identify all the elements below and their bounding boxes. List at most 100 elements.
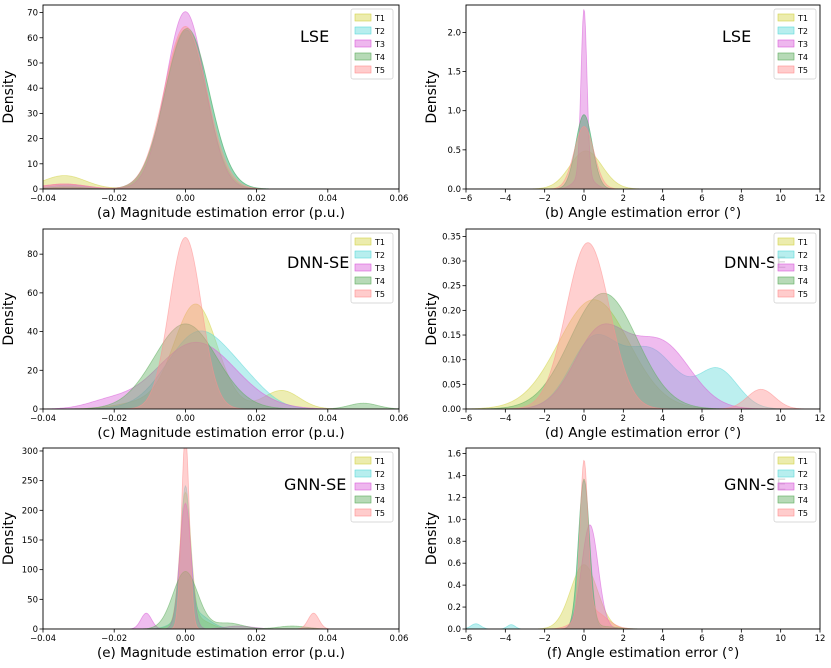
x-tick-label: −0.04 <box>30 414 56 424</box>
legend-swatch-t1 <box>777 237 795 246</box>
subplot-1: −0.04 −0.02 0.00 0.02 0.04 0.06 0 10 20 30 40 50 60 7… <box>1 4 408 221</box>
legend-label: T5 <box>797 509 808 518</box>
x-tick-label: −4 <box>499 634 512 644</box>
y-tick-label: 1.4 <box>447 471 461 481</box>
x-axis-label: (a) Magnitude estimation error (p.u.) <box>97 205 345 221</box>
density-area-t4 <box>466 292 820 409</box>
legend-label: T5 <box>797 66 808 75</box>
density-area-t1 <box>466 564 820 629</box>
legend-label: T4 <box>797 496 808 505</box>
axes-frame <box>42 4 400 190</box>
subplot-2: −6 −4 −2 0 2 4 6 8 10 12 0.0 0.5 1.0 1.5 2.0 (b) Angle … <box>424 4 826 221</box>
legend-swatch-t2 <box>777 469 795 478</box>
legend-swatch-t5 <box>777 65 795 74</box>
legend-swatch-t4 <box>777 495 795 504</box>
y-tick-label: 0.0 <box>447 625 461 635</box>
density-area-t5 <box>466 126 820 189</box>
y-tick-label: 2.0 <box>447 28 461 38</box>
legend-label: T2 <box>374 470 385 479</box>
density-area-t5 <box>43 236 399 409</box>
y-tick-label: 40 <box>27 84 38 94</box>
axes-frame <box>42 447 400 630</box>
legend-swatch-t5 <box>777 508 795 517</box>
x-tick-label: −2 <box>538 194 551 204</box>
x-tick-label: −2 <box>538 414 551 424</box>
axes-frame <box>465 447 821 630</box>
density-area-t3 <box>466 524 820 629</box>
y-tick-label: 0.25 <box>442 282 461 292</box>
density-area-t1 <box>466 150 820 189</box>
legend-label: T5 <box>374 290 385 299</box>
axes-frame <box>465 4 821 190</box>
density-area-t5 <box>43 26 399 189</box>
legend-swatch-t4 <box>354 276 372 285</box>
y-tick-label: 0.05 <box>442 380 461 390</box>
y-tick-label: 80 <box>27 250 38 260</box>
legend-label: T3 <box>374 264 385 273</box>
x-tick-label: 12 <box>815 194 826 204</box>
legend-swatch-t4 <box>354 495 372 504</box>
y-tick-label: 20 <box>27 366 38 376</box>
density-area-t4 <box>43 323 399 409</box>
x-tick-label: 0.04 <box>318 194 337 204</box>
subplot-4: −6 −4 −2 0 2 4 6 8 10 12 0.00 0.05 0.10 0.15 0.20 0.25 0… <box>424 228 825 441</box>
legend-label: T1 <box>797 457 808 466</box>
y-tick-label: 0.2 <box>447 603 461 613</box>
y-axis-label: Density <box>1 70 17 123</box>
legend-swatch-t2 <box>354 469 372 478</box>
x-tick-label: 6 <box>699 414 704 424</box>
x-tick-label: 8 <box>739 194 744 204</box>
legend: T1 T2 T3 T4 T5 <box>773 8 817 80</box>
y-tick-label: 1.0 <box>447 515 461 525</box>
x-axis-label: (e) Magnitude estimation error (p.u.) <box>97 645 345 661</box>
legend-swatch-t2 <box>354 250 372 259</box>
y-tick-label: 0 <box>33 185 38 195</box>
density-areas <box>466 242 820 409</box>
legend-label: T4 <box>797 53 808 62</box>
density-area-t3 <box>43 502 399 629</box>
method-label: LSE <box>722 27 751 46</box>
legend-label: T1 <box>797 238 808 247</box>
y-tick-label: 200 <box>22 506 38 516</box>
x-tick-label: 12 <box>815 634 826 644</box>
x-tick-label: 6 <box>699 194 704 204</box>
density-area-t1 <box>466 299 820 409</box>
x-tick-label: 2 <box>621 194 626 204</box>
legend-label: T2 <box>797 470 808 479</box>
legend: T1 T2 T3 T4 T5 <box>350 451 394 523</box>
legend-swatch-t3 <box>777 482 795 491</box>
y-tick-label: 0 <box>33 405 38 415</box>
density-area-t2 <box>466 114 820 189</box>
legend: T1 T2 T3 T4 T5 <box>773 451 817 523</box>
subplot-5: −0.04 −0.02 0.00 0.02 0.04 0.06 0 50 100 150 200 25… <box>1 447 409 661</box>
x-tick-label: −2 <box>538 634 551 644</box>
subplot-6: −6 −4 −2 0 2 4 6 8 10 12 0.0 0.2 0.4 0.6 0.8 1.0 1.2 1.4 1… <box>424 447 826 661</box>
y-tick-label: 100 <box>22 566 38 576</box>
x-tick-label: 0.06 <box>390 634 409 644</box>
density-area-t5 <box>466 242 820 409</box>
x-tick-label: −0.04 <box>30 634 56 644</box>
x-axis-label: (f) Angle estimation error (°) <box>547 645 740 661</box>
x-tick-label: 0.02 <box>247 634 266 644</box>
density-area-t3 <box>466 9 820 189</box>
method-label: GNN-SE <box>284 475 346 494</box>
y-tick-label: 10 <box>27 160 38 170</box>
legend-label: T3 <box>374 40 385 49</box>
x-tick-label: 2 <box>621 634 626 644</box>
y-tick-label: 20 <box>27 135 38 145</box>
method-label: GNN-SE <box>724 475 786 494</box>
legend-swatch-t2 <box>777 250 795 259</box>
method-label: LSE <box>300 27 329 46</box>
legend-label: T5 <box>374 66 385 75</box>
y-tick-label: 0.8 <box>447 537 461 547</box>
legend-swatch-t1 <box>354 13 372 22</box>
x-tick-label: −6 <box>460 414 473 424</box>
legend-swatch-t5 <box>354 289 372 298</box>
x-tick-label: 6 <box>699 634 704 644</box>
legend-swatch-t5 <box>354 508 372 517</box>
y-tick-label: 0.35 <box>442 232 461 242</box>
x-tick-label: 0.06 <box>390 414 409 424</box>
density-area-t1 <box>43 491 399 629</box>
density-areas <box>43 448 399 629</box>
legend-swatch-t3 <box>777 263 795 272</box>
